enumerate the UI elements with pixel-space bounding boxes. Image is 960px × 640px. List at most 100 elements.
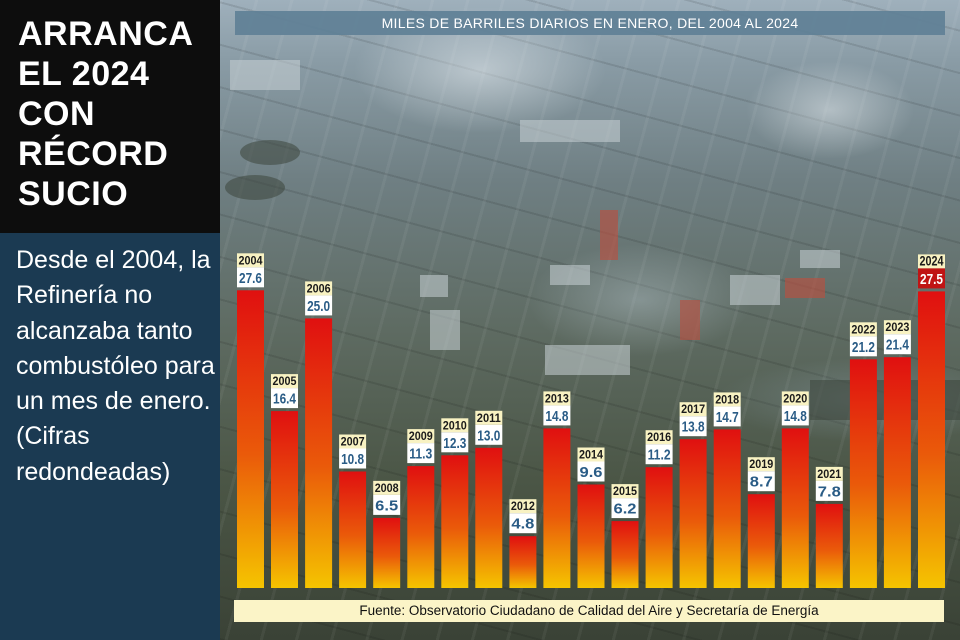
value-label-bg-2013 <box>543 405 571 426</box>
value-label-2009: 11.3 <box>409 446 432 463</box>
value-label-2017: 13.8 <box>682 419 705 436</box>
year-label-bg-2004 <box>237 253 264 268</box>
value-label-2016: 11.2 <box>648 447 671 464</box>
value-label-bg-2020 <box>781 405 809 426</box>
year-label-2024: 2024 <box>920 252 944 268</box>
bar-2020 <box>781 428 809 588</box>
year-label-bg-2019 <box>747 457 775 472</box>
year-label-bg-2024 <box>918 254 945 269</box>
bar-2007 <box>339 471 367 588</box>
year-label-2015: 2015 <box>613 484 637 498</box>
bar-2019 <box>747 494 775 588</box>
value-label-bg-2021 <box>815 480 843 501</box>
value-label-bg-2024 <box>918 268 945 289</box>
year-label-2016: 2016 <box>647 430 671 444</box>
year-label-2014: 2014 <box>579 448 603 462</box>
value-label-2014: 9.6 <box>580 464 603 481</box>
bar-2024 <box>918 291 945 588</box>
value-label-2007: 10.8 <box>341 451 364 468</box>
value-label-bg-2022 <box>849 336 877 357</box>
value-label-2012: 4.8 <box>511 516 534 533</box>
year-label-2017: 2017 <box>681 402 705 416</box>
year-label-2023: 2023 <box>885 320 909 334</box>
bars-group <box>237 290 945 588</box>
bar-chart: 2004 27.6 2005 16.4 2006 25.0 2007 10.8 2008 6.5 2… <box>237 252 945 588</box>
bar-2006 <box>305 318 333 588</box>
year-label-2010: 2010 <box>443 418 467 432</box>
value-label-bg-2008 <box>373 494 401 515</box>
value-label-bg-2006 <box>305 295 333 316</box>
year-label-bg-2007 <box>339 434 367 449</box>
year-label-bg-2009 <box>407 429 435 444</box>
value-label-2022: 21.2 <box>852 339 875 356</box>
value-label-bg-2019 <box>747 471 775 492</box>
year-label-2011: 2011 <box>477 411 501 425</box>
year-label-2006: 2006 <box>307 281 331 295</box>
lede-panel: Desde el 2004, la Refinería no alcanzaba… <box>0 233 220 640</box>
chart-title: MILES DE BARRILES DIARIOS EN ENERO, DEL … <box>381 15 799 31</box>
headline-panel: ARRANCA EL 2024 CON RÉCORD SUCIO <box>0 0 220 233</box>
year-label-bg-2005 <box>271 374 298 389</box>
year-label-2008: 2008 <box>375 481 399 495</box>
year-label-bg-2018 <box>713 392 741 407</box>
year-label-bg-2016 <box>645 430 673 445</box>
year-label-2012: 2012 <box>511 499 535 513</box>
labels-group: 2004 27.6 2005 16.4 2006 25.0 2007 10.8 2008 6.5 2… <box>237 252 945 534</box>
headline: ARRANCA EL 2024 CON RÉCORD SUCIO <box>18 15 193 213</box>
value-label-bg-2023 <box>883 334 911 355</box>
value-label-2006: 25.0 <box>307 298 330 315</box>
value-label-bg-2012 <box>509 513 537 534</box>
value-label-bg-2009 <box>407 443 435 464</box>
bar-2005 <box>271 411 298 588</box>
year-label-bg-2022 <box>849 322 877 337</box>
value-label-bg-2015 <box>611 498 639 519</box>
year-label-bg-2023 <box>883 320 911 335</box>
year-label-2004: 2004 <box>239 253 263 267</box>
value-label-bg-2017 <box>679 416 707 437</box>
value-label-2013: 14.8 <box>545 408 568 425</box>
refinery-photo-background: MILES DE BARRILES DIARIOS EN ENERO, DEL … <box>220 0 960 640</box>
year-label-bg-2011 <box>475 410 503 425</box>
value-label-2010: 12.3 <box>443 435 466 452</box>
year-label-2005: 2005 <box>273 374 297 388</box>
year-label-bg-2020 <box>781 391 809 406</box>
value-label-bg-2010 <box>441 432 469 453</box>
value-label-2015: 6.2 <box>614 501 637 518</box>
bar-2011 <box>475 447 503 588</box>
value-label-bg-2018 <box>713 406 741 427</box>
bar-2008 <box>373 517 401 588</box>
value-label-2011: 13.0 <box>477 427 500 444</box>
bar-2022 <box>849 359 877 588</box>
chart-title-bar: MILES DE BARRILES DIARIOS EN ENERO, DEL … <box>235 11 945 35</box>
value-label-2004: 27.6 <box>239 270 262 287</box>
value-label-2023: 21.4 <box>886 337 910 354</box>
value-label-2005: 16.4 <box>273 391 297 408</box>
bar-2009 <box>407 466 435 588</box>
bar-2021 <box>815 503 843 588</box>
bar-2015 <box>611 521 639 588</box>
value-label-2018: 14.7 <box>716 409 739 426</box>
year-label-2020: 2020 <box>783 391 807 405</box>
bar-2014 <box>577 484 605 588</box>
value-label-bg-2016 <box>645 444 673 465</box>
lede-text: Desde el 2004, la Refinería no alcanzaba… <box>16 246 215 486</box>
source-note: Fuente: Observatorio Ciudadano de Calida… <box>359 603 819 618</box>
year-label-bg-2017 <box>679 402 707 417</box>
bar-2018 <box>713 429 741 588</box>
year-label-bg-2012 <box>509 499 537 514</box>
year-label-2007: 2007 <box>341 435 365 449</box>
value-label-2020: 14.8 <box>784 408 807 425</box>
year-label-2021: 2021 <box>817 467 841 481</box>
value-label-bg-2014 <box>577 461 605 482</box>
year-label-bg-2014 <box>577 447 605 462</box>
bar-2023 <box>883 357 911 588</box>
year-label-2022: 2022 <box>851 322 875 336</box>
year-label-bg-2008 <box>373 480 401 495</box>
bar-2012 <box>509 536 537 588</box>
year-label-bg-2013 <box>543 391 571 406</box>
year-label-bg-2021 <box>815 466 843 481</box>
value-label-bg-2004 <box>237 267 264 288</box>
bar-2010 <box>441 455 469 588</box>
year-label-2009: 2009 <box>409 429 433 443</box>
